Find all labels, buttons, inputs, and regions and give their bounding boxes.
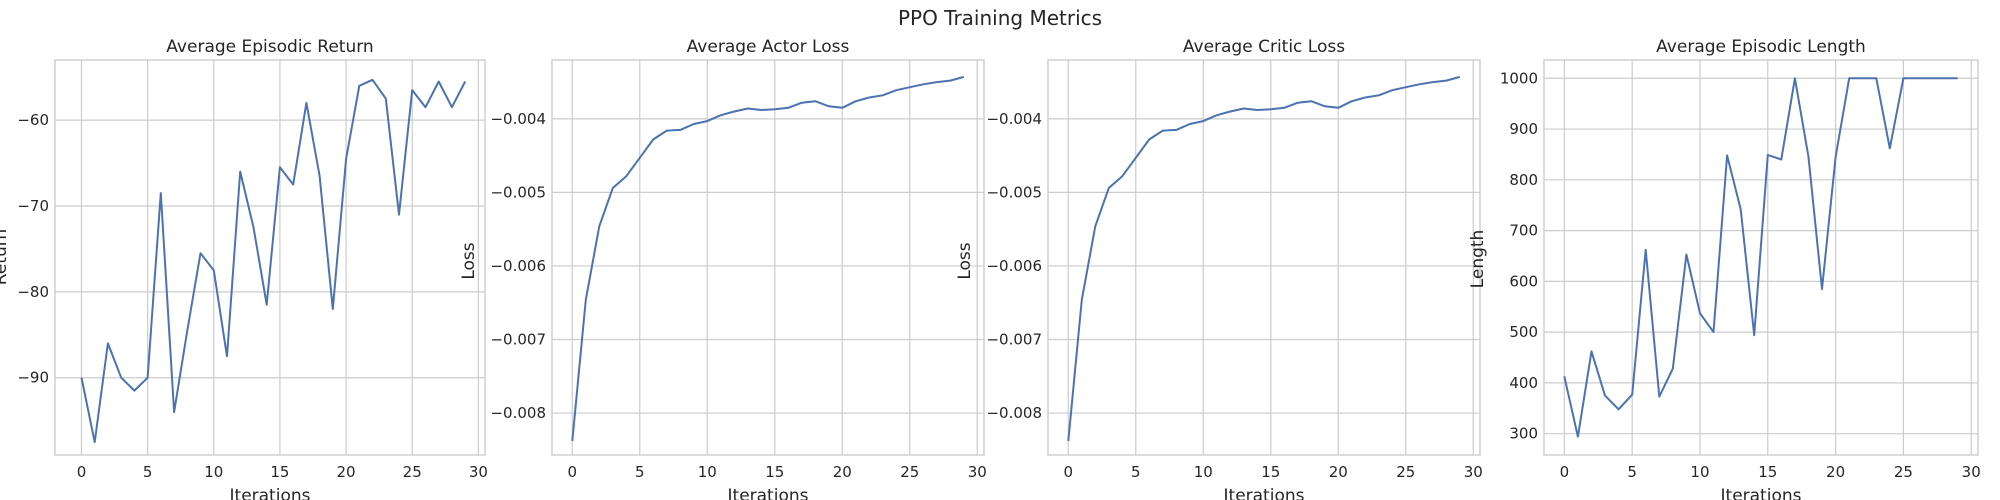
x-tick-label: 10 — [698, 463, 717, 481]
subplot-critic-loss: Average Critic Loss Iterations Loss 0 5 10… — [955, 37, 1483, 500]
y-tick-label: 800 — [1509, 171, 1538, 189]
x-tick-label: 10 — [204, 463, 223, 481]
x-tick-label: 0 — [567, 463, 577, 481]
x-tick-label: 5 — [1131, 463, 1141, 481]
x-axis-label: Iterations — [1224, 486, 1305, 500]
x-tick-label: 10 — [1690, 463, 1709, 481]
x-tick-label: 30 — [1962, 463, 1981, 481]
x-tick-label: 5 — [635, 463, 645, 481]
y-tick-label: −0.008 — [986, 404, 1042, 422]
x-tick-label: 20 — [833, 463, 852, 481]
x-axis-label: Iterations — [728, 486, 809, 500]
subplot-title: Average Critic Loss — [1183, 37, 1345, 57]
x-ticks: 0 5 10 15 20 25 30 — [1560, 463, 1981, 481]
y-tick-label: −0.004 — [490, 110, 546, 128]
y-axis-label: Return — [0, 229, 11, 285]
y-ticks: −0.008 −0.007 −0.006 −0.005 −0.004 — [490, 110, 546, 422]
y-ticks: −0.008 −0.007 −0.006 −0.005 −0.004 — [986, 110, 1042, 422]
y-tick-label: 900 — [1509, 120, 1538, 138]
y-tick-label: −60 — [17, 111, 49, 129]
x-tick-label: 30 — [469, 463, 488, 481]
x-ticks: 0 5 10 15 20 25 30 — [567, 463, 986, 481]
series-line — [1563, 77, 1958, 438]
x-tick-label: 25 — [900, 463, 919, 481]
x-tick-label: 20 — [1826, 463, 1845, 481]
figure-suptitle: PPO Training Metrics — [898, 6, 1102, 30]
y-tick-label: −70 — [17, 197, 49, 215]
subplot-actor-loss: Average Actor Loss Iterations Loss 0 5 10 1… — [459, 37, 987, 500]
x-tick-label: 30 — [968, 463, 987, 481]
x-axis-label: Iterations — [230, 486, 311, 500]
grid-lines — [55, 60, 485, 455]
y-ticks: −90 −80 −70 −60 — [17, 111, 49, 387]
grid-lines — [1544, 60, 1978, 455]
x-tick-label: 25 — [1396, 463, 1415, 481]
y-tick-label: −90 — [17, 369, 49, 387]
y-tick-label: −80 — [17, 283, 49, 301]
x-tick-label: 0 — [1063, 463, 1073, 481]
y-tick-label: 600 — [1509, 272, 1538, 290]
x-tick-label: 15 — [1261, 463, 1280, 481]
x-tick-label: 0 — [1560, 463, 1570, 481]
y-tick-label: 400 — [1509, 374, 1538, 392]
x-axis-label: Iterations — [1721, 486, 1802, 500]
plot-area — [54, 59, 486, 456]
y-tick-label: 500 — [1509, 323, 1538, 341]
x-ticks: 0 5 10 15 20 25 30 — [1063, 463, 1482, 481]
x-tick-label: 5 — [143, 463, 153, 481]
subplot-title: Average Actor Loss — [687, 37, 850, 57]
y-axis-label: Loss — [955, 242, 975, 279]
series-line — [1067, 75, 1461, 442]
y-axis-label: Loss — [459, 242, 479, 279]
y-tick-label: −0.005 — [986, 183, 1042, 201]
x-tick-label: 25 — [1894, 463, 1913, 481]
x-tick-label: 15 — [765, 463, 784, 481]
y-tick-label: −0.006 — [986, 257, 1042, 275]
series-line — [571, 75, 965, 442]
plot-area — [551, 59, 985, 456]
x-ticks: 0 5 10 15 20 25 30 — [77, 463, 488, 481]
y-tick-label: −0.007 — [490, 331, 546, 349]
subplot-title: Average Episodic Length — [1656, 37, 1866, 57]
subplot-episodic-return: Average Episodic Return Iterations Retur… — [0, 37, 488, 500]
x-tick-label: 20 — [337, 463, 356, 481]
subplot-episodic-length: Average Episodic Length Iterations Lengt… — [1468, 37, 1981, 500]
x-tick-label: 5 — [1627, 463, 1637, 481]
x-tick-label: 20 — [1329, 463, 1348, 481]
x-tick-label: 25 — [403, 463, 422, 481]
y-tick-label: 300 — [1509, 425, 1538, 443]
x-tick-label: 10 — [1194, 463, 1213, 481]
grid-lines — [1048, 60, 1480, 455]
x-tick-label: 15 — [1758, 463, 1777, 481]
x-tick-label: 15 — [270, 463, 289, 481]
y-tick-label: 1000 — [1500, 69, 1538, 87]
plot-area — [1047, 59, 1481, 456]
y-axis-label: Length — [1468, 230, 1488, 289]
series-line — [80, 78, 467, 444]
grid-lines — [552, 60, 984, 455]
y-tick-label: −0.007 — [986, 331, 1042, 349]
y-tick-label: −0.008 — [490, 404, 546, 422]
y-tick-label: −0.004 — [986, 110, 1042, 128]
y-tick-label: −0.006 — [490, 257, 546, 275]
y-tick-label: 700 — [1509, 222, 1538, 240]
y-tick-label: −0.005 — [490, 183, 546, 201]
y-ticks: 300 400 500 600 700 800 900 1000 — [1500, 69, 1538, 442]
x-tick-label: 0 — [77, 463, 87, 481]
x-tick-label: 30 — [1464, 463, 1483, 481]
subplot-title: Average Episodic Return — [166, 37, 373, 57]
